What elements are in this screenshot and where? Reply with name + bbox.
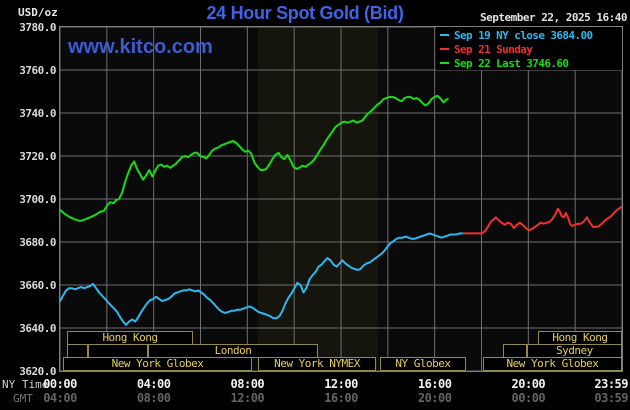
ny-time-axis-label: NY Time — [2, 378, 49, 391]
y-tick-label: 3640.0 — [19, 322, 56, 335]
series-line-today_green — [60, 94, 449, 222]
session-box-new-york-nymex: New York NYMEX — [258, 357, 376, 371]
ny-time-tick: 12:00 — [324, 377, 358, 391]
session-box-hong-kong: Hong Kong — [537, 331, 622, 345]
session-box-sydney: Sydney — [526, 344, 622, 358]
ny-time-tick: 23:59 — [594, 377, 628, 391]
kitco-watermark-link[interactable]: www.kitco.com — [68, 36, 213, 58]
y-tick-label: 3780.0 — [19, 21, 56, 34]
gmt-tick: 00:00 — [511, 391, 546, 405]
ny-time-tick: 00:00 — [43, 377, 77, 391]
gmt-tick: 03:59 — [594, 391, 628, 405]
grid-lines — [60, 27, 622, 371]
ny-time-tick: 04:00 — [136, 377, 171, 391]
legend-dash-icon — [440, 34, 449, 36]
legend-label: Sep 19 NY close 3684.00 — [454, 28, 593, 42]
series-line-sunday_red — [462, 205, 622, 235]
price-series — [60, 94, 622, 326]
y-tick-label: 3700.0 — [19, 193, 56, 206]
gmt-tick: 16:00 — [324, 391, 358, 405]
y-tick-label: 3620.0 — [19, 365, 56, 378]
legend-dash-icon — [440, 62, 449, 64]
series-line-prev_close_blue — [60, 232, 464, 326]
session-box — [503, 344, 527, 358]
y-tick-label: 3720.0 — [19, 150, 56, 163]
legend: Sep 19 NY close 3684.00 Sep 21 Sunday Sep … — [436, 27, 622, 70]
session-box-new-york-globex: New York Globex — [63, 357, 252, 371]
chart-title: 24 Hour Spot Gold (Bid) — [206, 3, 404, 23]
legend-row: Sep 22 Last 3746.60 — [436, 56, 622, 70]
y-tick-label: 3680.0 — [19, 236, 56, 249]
gmt-tick: 04:00 — [43, 391, 77, 405]
gmt-tick: 08:00 — [136, 391, 171, 405]
plot-area: www.kitco.com Hong Kong Hong Kong London Sy… — [59, 26, 623, 372]
legend-label: Sep 22 Last 3746.60 — [454, 56, 569, 70]
y-tick-label: 3740.0 — [19, 107, 56, 120]
ny-time-tick: 16:00 — [417, 377, 452, 391]
session-box — [88, 344, 148, 358]
gmt-axis-label: GMT — [13, 392, 33, 405]
legend-row: Sep 19 NY close 3684.00 — [436, 28, 622, 42]
legend-dash-icon — [440, 48, 449, 50]
y-tick-label: 3660.0 — [19, 279, 56, 292]
timestamp: September 22, 2025 16:40 — [480, 11, 627, 24]
legend-label: Sep 21 Sunday — [454, 42, 533, 56]
ny-time-tick: 08:00 — [230, 377, 265, 391]
gmt-tick: 20:00 — [417, 391, 452, 405]
ny-time-tick: 20:00 — [511, 377, 546, 391]
legend-row: Sep 21 Sunday — [436, 42, 622, 56]
gmt-tick: 12:00 — [230, 391, 265, 405]
session-box-hong-kong: Hong Kong — [67, 331, 193, 345]
y-tick-label: 3760.0 — [19, 64, 56, 77]
y-axis-unit-label: USD/oz — [18, 6, 58, 19]
session-box — [67, 344, 89, 358]
session-box-ny-globex: NY Globex — [379, 357, 467, 371]
session-box-london: London — [148, 344, 318, 358]
session-box-new-york-globex: New York Globex — [482, 357, 622, 371]
